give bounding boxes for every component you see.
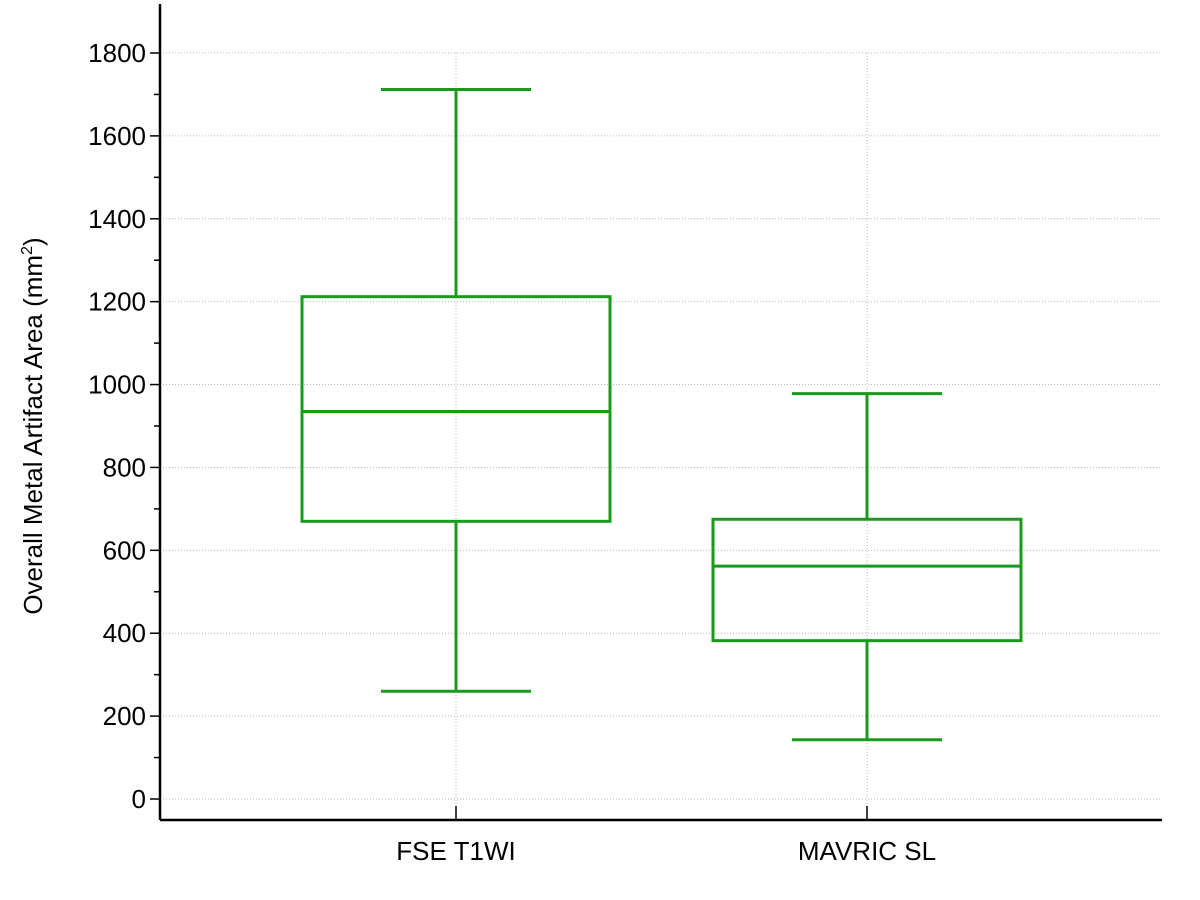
- y-tick-label: 1000: [88, 370, 146, 400]
- y-tick-label: 200: [103, 701, 146, 731]
- y-axis-title-superscript: 2: [19, 246, 36, 255]
- x-tick-label: FSE T1WI: [396, 836, 515, 866]
- box-fse-t1wi: [300, 87, 612, 693]
- boxes-layer: [300, 87, 1023, 742]
- y-axis-title-text: Overall Metal Artifact Area (mm: [18, 255, 48, 615]
- iqr-box: [711, 517, 1023, 643]
- y-tick-label: 1400: [88, 204, 146, 234]
- y-tick-label: 800: [103, 452, 146, 482]
- box-mavric-sl: [711, 392, 1023, 742]
- y-tick-label: 1800: [88, 38, 146, 68]
- y-axis-title-suffix: ): [18, 237, 48, 246]
- y-tick-label: 0: [132, 784, 146, 814]
- y-tick-label: 1600: [88, 121, 146, 151]
- grid-layer: [160, 52, 1162, 820]
- y-tick-label: 400: [103, 618, 146, 648]
- x-tick-label: MAVRIC SL: [798, 836, 936, 866]
- iqr-box: [300, 295, 612, 523]
- y-tick-label: 600: [103, 535, 146, 565]
- axes-layer: 0 200 400 600 800 1000 1200 1400 1600 1800 FSE T1W…: [88, 4, 1162, 866]
- y-axis-title: Overall Metal Artifact Area (mm2): [18, 237, 48, 614]
- y-tick-label: 1200: [88, 287, 146, 317]
